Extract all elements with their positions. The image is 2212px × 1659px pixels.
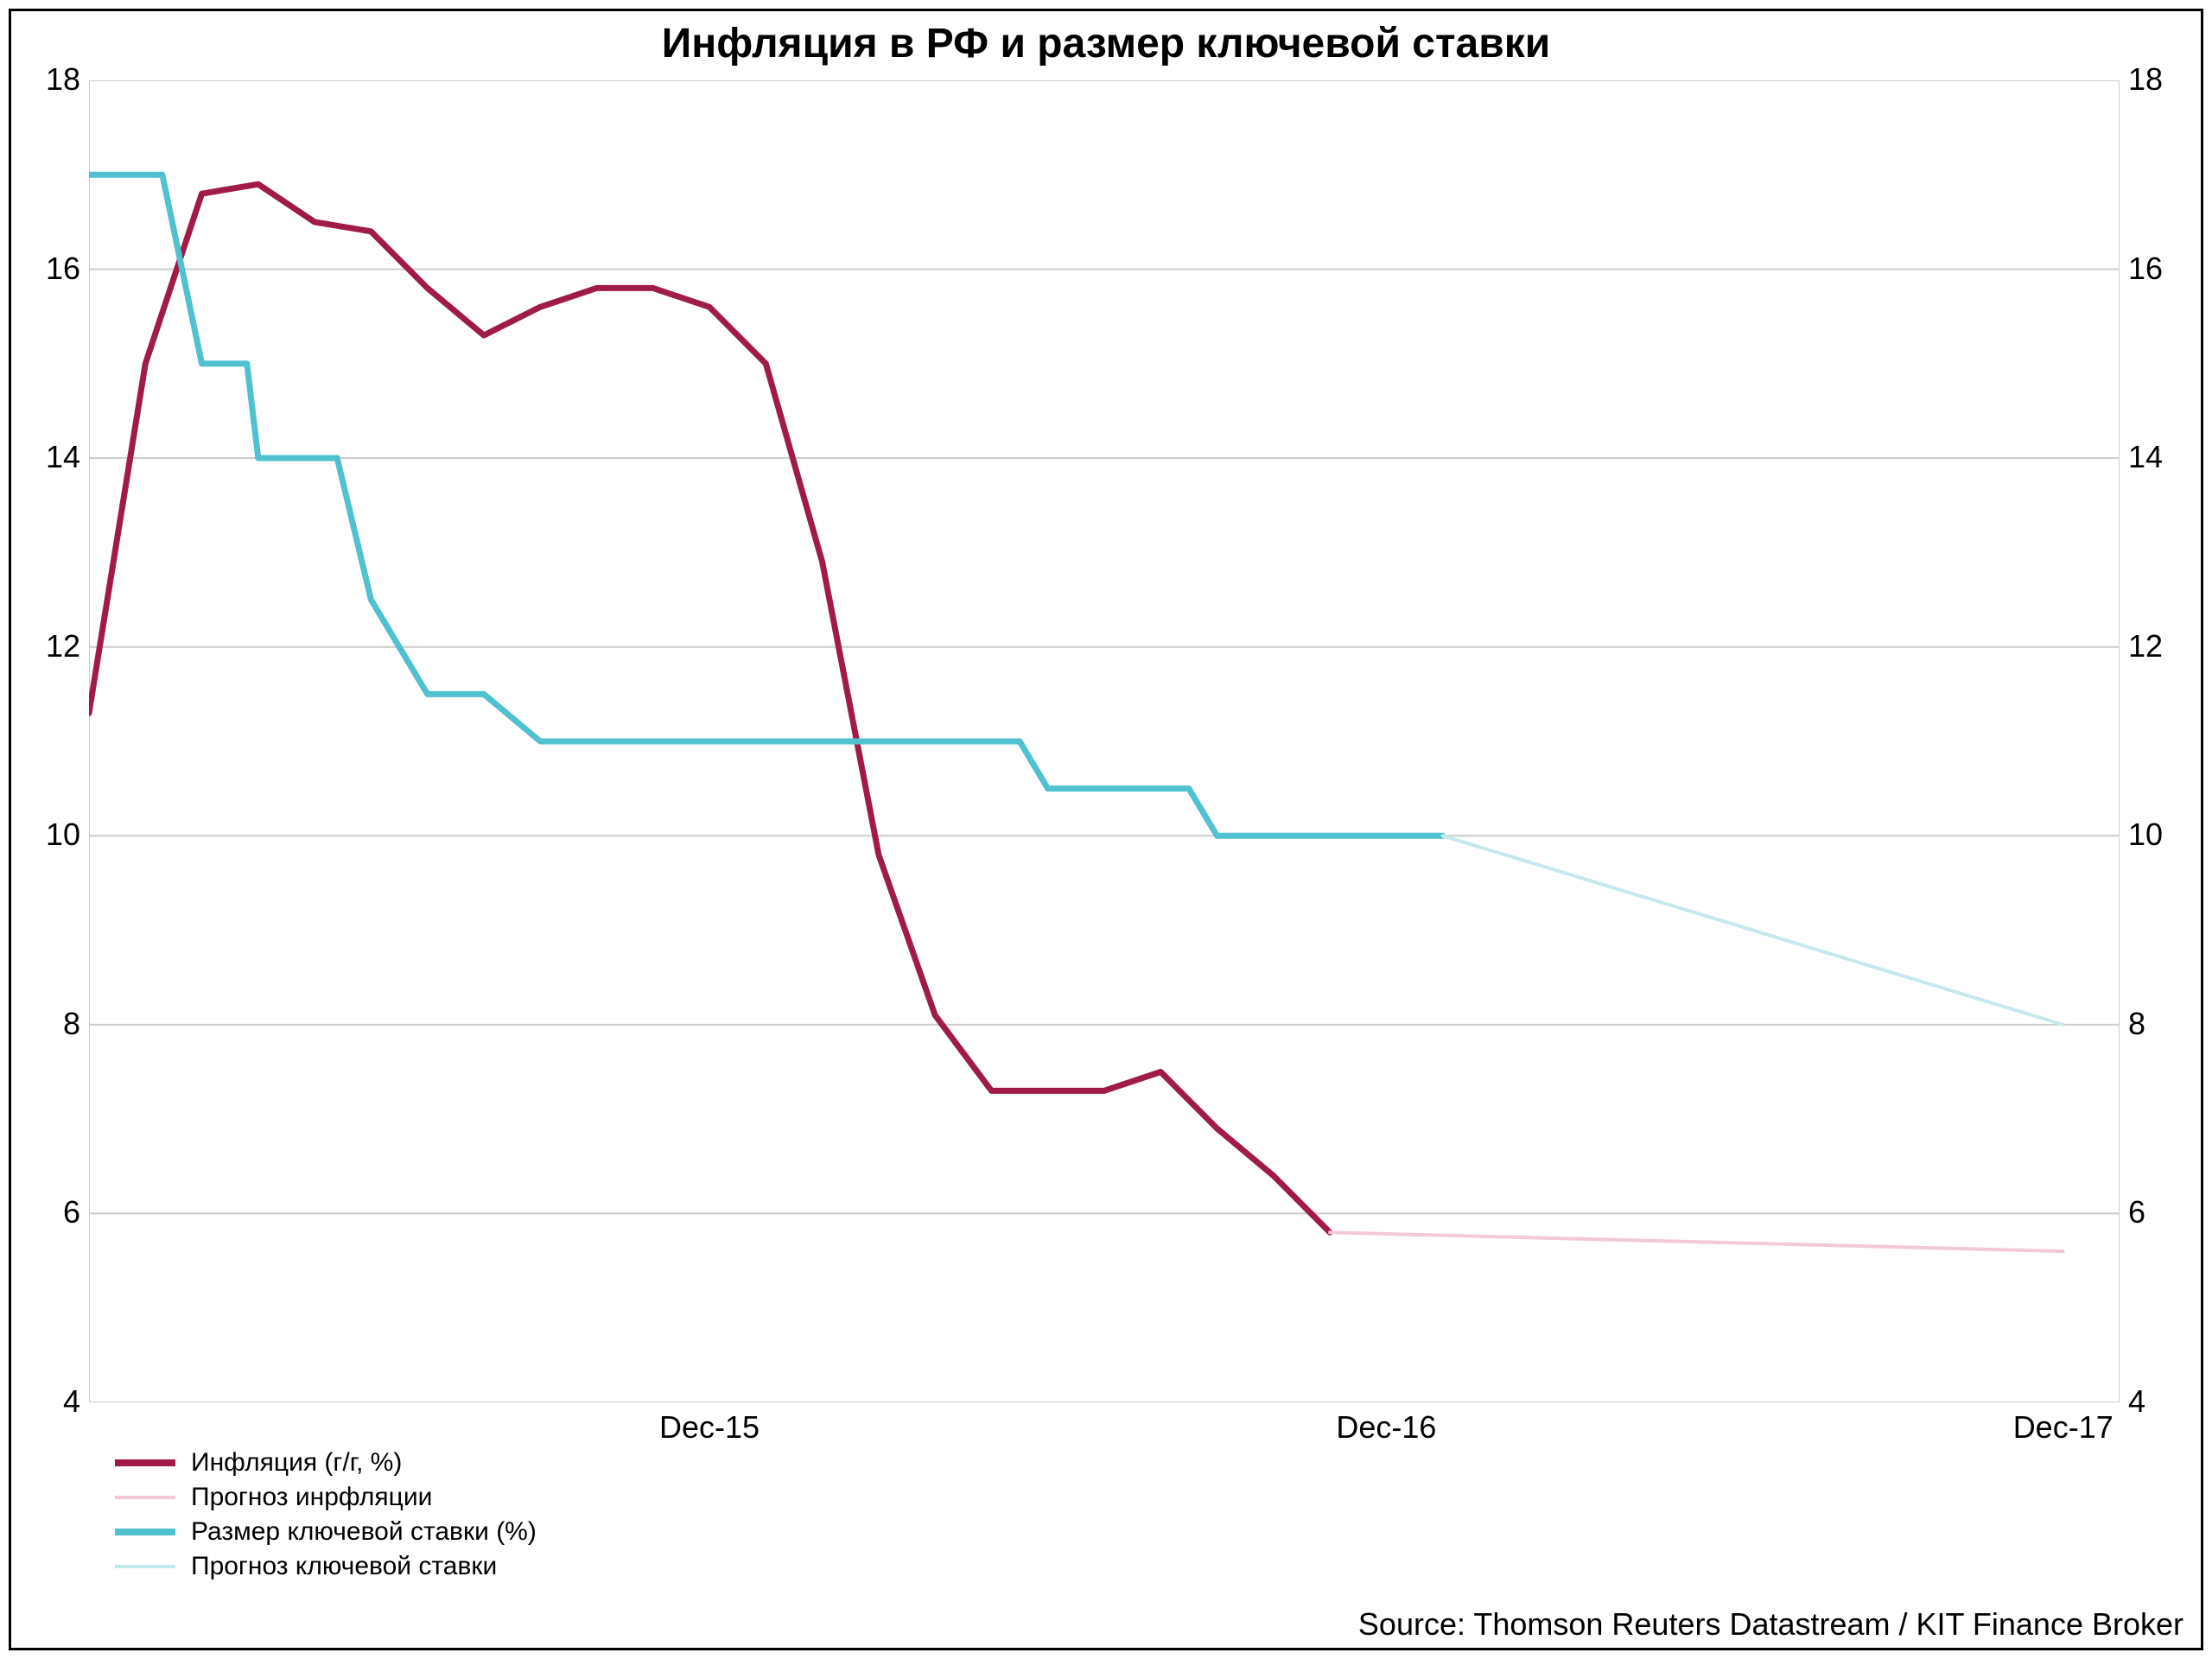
- y-tick-label-left: 18: [29, 61, 80, 98]
- legend: Инфляция (г/г, %) Прогноз инрфляции Размер…: [115, 1446, 537, 1584]
- x-tick-label: Dec-17: [2003, 1409, 2124, 1446]
- x-tick-label: Dec-16: [1325, 1409, 1446, 1446]
- series-key_rate_forecast: [1443, 836, 2063, 1025]
- y-tick-label-right: 4: [2128, 1383, 2145, 1420]
- series-inflation: [89, 184, 1330, 1232]
- y-tick-label-left: 16: [29, 251, 80, 287]
- legend-item-inflation_forecast: Прогноз инрфляции: [115, 1480, 537, 1515]
- legend-label: Прогноз инрфляции: [191, 1483, 432, 1512]
- plot-svg: [89, 80, 2120, 1402]
- y-tick-label-right: 8: [2128, 1006, 2145, 1042]
- y-tick-label-left: 4: [29, 1383, 80, 1420]
- y-tick-label-left: 6: [29, 1194, 80, 1230]
- legend-item-inflation: Инфляция (г/г, %): [115, 1446, 537, 1480]
- y-tick-label-left: 12: [29, 628, 80, 664]
- y-tick-label-right: 10: [2128, 817, 2163, 853]
- y-tick-label-right: 14: [2128, 439, 2163, 475]
- legend-label: Инфляция (г/г, %): [191, 1448, 402, 1478]
- y-tick-label-right: 6: [2128, 1194, 2145, 1230]
- series-inflation_forecast: [1330, 1232, 2063, 1251]
- y-tick-label-right: 18: [2128, 61, 2163, 98]
- y-tick-label-right: 16: [2128, 251, 2163, 287]
- chart-title: Инфляция в РФ и размер ключевой ставки: [11, 20, 2201, 67]
- legend-swatch: [115, 1459, 175, 1466]
- y-tick-label-right: 12: [2128, 628, 2163, 664]
- legend-swatch: [115, 1529, 175, 1535]
- plot-area: [89, 80, 2120, 1402]
- y-tick-label-left: 8: [29, 1006, 80, 1042]
- series-key_rate: [89, 175, 1443, 836]
- source-text: Source: Thomson Reuters Datastream / KIT…: [1358, 1606, 2183, 1643]
- legend-swatch: [115, 1496, 175, 1499]
- legend-item-key_rate: Размер ключевой ставки (%): [115, 1515, 537, 1549]
- chart-container: Инфляция в РФ и размер ключевой ставки И…: [9, 9, 2203, 1650]
- legend-item-key_rate_forecast: Прогноз ключевой ставки: [115, 1549, 537, 1584]
- legend-label: Прогноз ключевой ставки: [191, 1552, 497, 1581]
- legend-swatch: [115, 1565, 175, 1568]
- x-tick-label: Dec-15: [649, 1409, 770, 1446]
- y-tick-label-left: 14: [29, 439, 80, 475]
- legend-label: Размер ключевой ставки (%): [191, 1517, 537, 1547]
- y-tick-label-left: 10: [29, 817, 80, 853]
